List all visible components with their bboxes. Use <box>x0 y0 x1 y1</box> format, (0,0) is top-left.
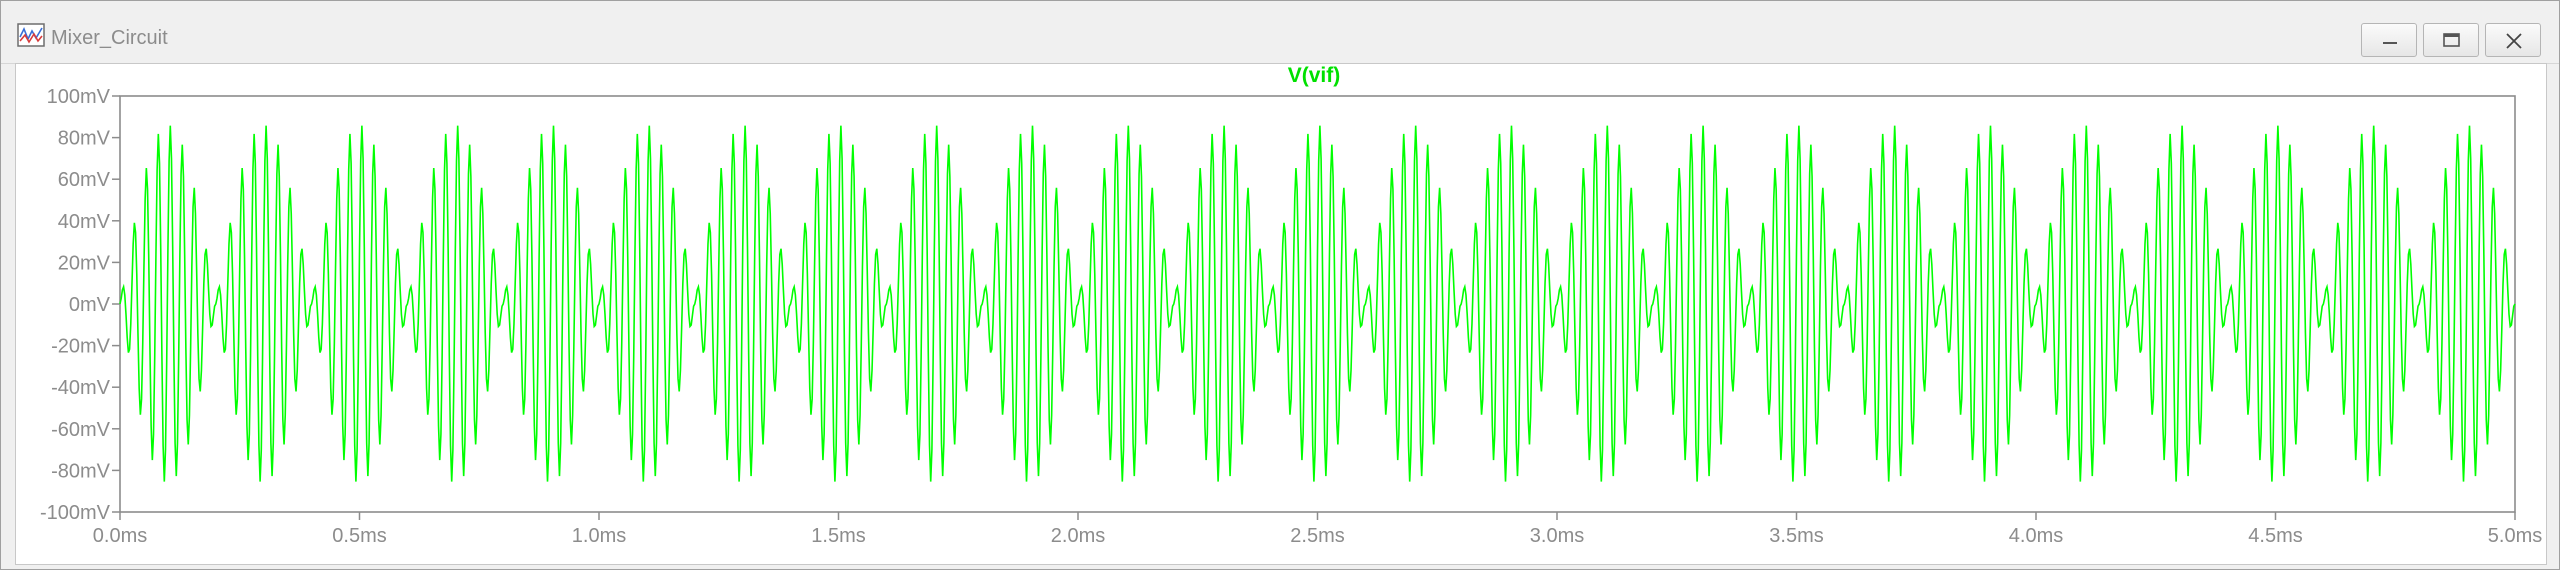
plot-pane[interactable]: V(vif) 100mV 80mV 60mV 40mV 20mV 0mV -20mV -40m… <box>15 63 2547 565</box>
minimize-icon <box>2383 42 2397 44</box>
y-tick-label: -40mV <box>51 377 111 399</box>
y-tick-label: 0mV <box>69 294 111 316</box>
window-title: Mixer_Circuit <box>51 27 168 49</box>
waveform-chart[interactable]: V(vif) 100mV 80mV 60mV 40mV 20mV 0mV -20mV -40m… <box>16 64 2546 564</box>
close-icon <box>2506 33 2522 49</box>
y-tick-label: -100mV <box>40 502 111 524</box>
close-button[interactable] <box>2485 23 2541 57</box>
y-tick-label: -60mV <box>51 419 111 441</box>
x-tick-label: 3.5ms <box>1769 525 1823 547</box>
trace-area <box>119 125 2516 482</box>
x-tick-label: 0.0ms <box>93 525 147 547</box>
title-bar[interactable]: Mixer_Circuit <box>1 1 2559 64</box>
maximize-button[interactable] <box>2423 23 2479 57</box>
y-tick-label: 20mV <box>58 252 111 274</box>
minimize-button[interactable] <box>2361 23 2417 57</box>
y-axis: 100mV 80mV 60mV 40mV 20mV 0mV -20mV -40mV -60mV -… <box>40 86 120 524</box>
y-tick-label: -20mV <box>51 336 111 358</box>
x-tick-label: 1.0ms <box>572 525 626 547</box>
x-tick-label: 5.0ms <box>2488 525 2542 547</box>
maximize-icon <box>2443 33 2460 47</box>
chart-title[interactable]: V(vif) <box>1288 64 1341 87</box>
x-tick-label: 1.5ms <box>811 525 865 547</box>
waveform-viewer-icon <box>17 23 45 47</box>
y-tick-label: 60mV <box>58 169 111 191</box>
x-tick-label: 4.0ms <box>2009 525 2063 547</box>
trace-v-vif <box>119 125 2516 482</box>
y-tick-label: 80mV <box>58 128 111 150</box>
y-tick-label: 40mV <box>58 211 111 233</box>
x-tick-label: 2.5ms <box>1290 525 1344 547</box>
y-tick-label: -80mV <box>51 460 111 482</box>
x-axis: 0.0ms 0.5ms 1.0ms 1.5ms 2.0ms 2.5ms 3.0ms 3.5ms… <box>93 512 2542 547</box>
x-tick-label: 0.5ms <box>332 525 386 547</box>
x-tick-label: 4.5ms <box>2248 525 2302 547</box>
x-tick-label: 3.0ms <box>1530 525 1584 547</box>
x-tick-label: 2.0ms <box>1051 525 1105 547</box>
y-tick-label: 100mV <box>47 86 111 108</box>
